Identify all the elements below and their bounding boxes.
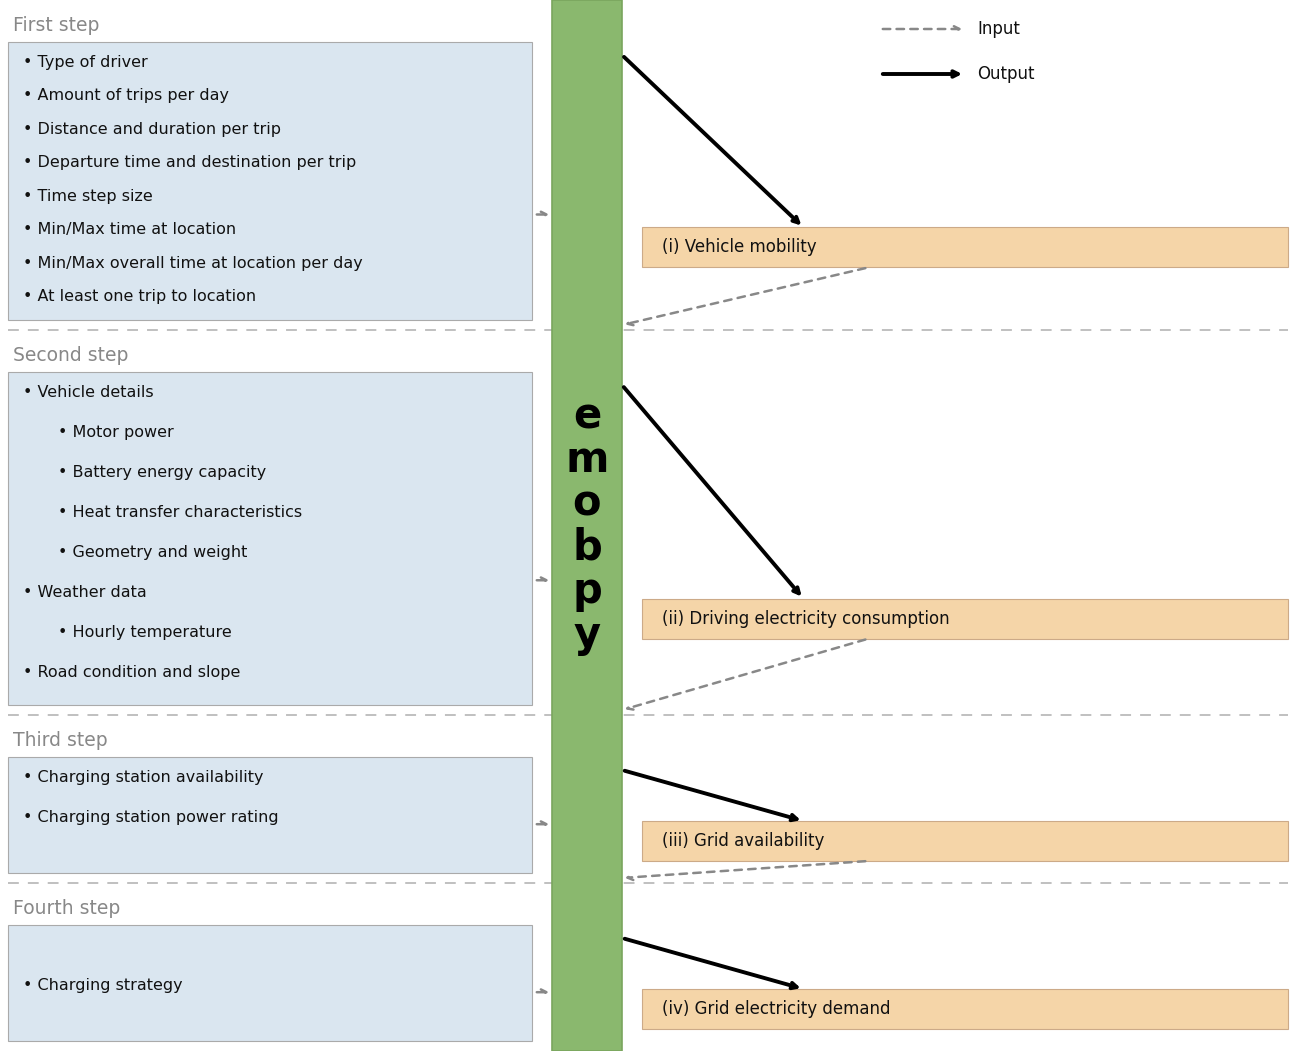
- Text: (iii) Grid availability: (iii) Grid availability: [662, 832, 824, 850]
- Text: • Charging station power rating: • Charging station power rating: [23, 810, 278, 825]
- FancyBboxPatch shape: [8, 757, 532, 873]
- Text: • Departure time and destination per trip: • Departure time and destination per tri…: [23, 156, 356, 170]
- FancyBboxPatch shape: [642, 599, 1288, 639]
- Text: • Charging station availability: • Charging station availability: [23, 770, 264, 785]
- FancyBboxPatch shape: [642, 227, 1288, 268]
- FancyBboxPatch shape: [642, 989, 1288, 1029]
- Text: Fourth step: Fourth step: [13, 899, 120, 918]
- Text: • Charging strategy: • Charging strategy: [23, 978, 182, 993]
- FancyBboxPatch shape: [8, 42, 532, 320]
- Text: • Vehicle details: • Vehicle details: [23, 385, 153, 400]
- Text: • Road condition and slope: • Road condition and slope: [23, 665, 241, 680]
- Text: (iv) Grid electricity demand: (iv) Grid electricity demand: [662, 1000, 891, 1018]
- Text: • Weather data: • Weather data: [23, 585, 147, 600]
- Text: • Type of driver: • Type of driver: [23, 55, 148, 70]
- Text: • Distance and duration per trip: • Distance and duration per trip: [23, 122, 281, 137]
- FancyBboxPatch shape: [552, 0, 621, 1051]
- Text: Third step: Third step: [13, 731, 108, 750]
- Text: (i) Vehicle mobility: (i) Vehicle mobility: [662, 239, 816, 256]
- Text: • Battery energy capacity: • Battery energy capacity: [58, 465, 266, 480]
- Text: • Hourly temperature: • Hourly temperature: [58, 625, 231, 640]
- Text: • Motor power: • Motor power: [58, 425, 174, 440]
- Text: Output: Output: [978, 65, 1035, 83]
- FancyBboxPatch shape: [642, 821, 1288, 861]
- Text: (ii) Driving electricity consumption: (ii) Driving electricity consumption: [662, 610, 949, 627]
- Text: First step: First step: [13, 16, 99, 35]
- Text: • Time step size: • Time step size: [23, 189, 153, 204]
- Text: • Min/Max time at location: • Min/Max time at location: [23, 223, 237, 238]
- Text: • At least one trip to location: • At least one trip to location: [23, 289, 256, 305]
- Text: Second step: Second step: [13, 346, 129, 365]
- Text: • Geometry and weight: • Geometry and weight: [58, 545, 247, 560]
- Text: Input: Input: [978, 20, 1021, 38]
- Text: e
m
o
b
p
y: e m o b p y: [566, 395, 608, 656]
- FancyBboxPatch shape: [8, 372, 532, 705]
- Text: • Amount of trips per day: • Amount of trips per day: [23, 88, 229, 103]
- Text: • Min/Max overall time at location per day: • Min/Max overall time at location per d…: [23, 256, 363, 271]
- FancyBboxPatch shape: [8, 925, 532, 1040]
- Text: • Heat transfer characteristics: • Heat transfer characteristics: [58, 504, 302, 520]
